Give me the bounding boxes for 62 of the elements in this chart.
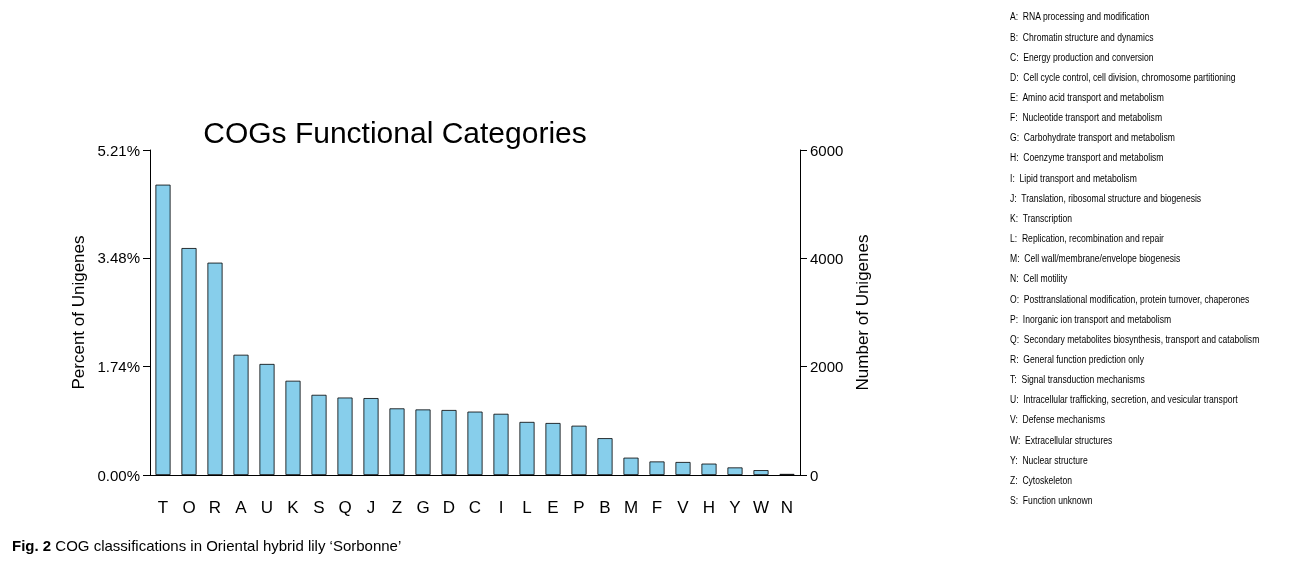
x-tick-label: E [547, 498, 559, 517]
y2-tick-label: 0 [810, 466, 819, 484]
text: L: Replication, recombination and repair [1010, 232, 1165, 245]
x-tick-label: C [468, 498, 482, 517]
x-tick-label: G [416, 498, 430, 517]
text: V: Defense mechanisms [1010, 413, 1106, 426]
text: W: Extracellular structures [1010, 433, 1113, 446]
text: Q: Secondary metabolites biosynthesis, transport and catabolism [1010, 332, 1260, 346]
text: D: Cell cycle control, cell division, chromosome partitioning [1010, 70, 1236, 84]
text: T: Signal transduction mechanisms [1010, 373, 1145, 386]
x-tick-label: D [442, 498, 456, 517]
x-tick-label: O [182, 498, 196, 517]
x-tick-label: R [208, 498, 222, 517]
x-tick-label: P [573, 498, 585, 517]
x-tick-label: Q [338, 498, 352, 517]
y2-tick-label: 6000 [810, 141, 844, 159]
text: G: Carbohydrate transport and metabolism [1010, 131, 1175, 144]
text: E: Amino acid transport and metabolism [1010, 90, 1164, 104]
chart-title: COGs Functional Categories [203, 115, 587, 149]
x-tick-label: W [752, 498, 770, 517]
y-axis-title: Percent of Unigenes [68, 235, 88, 390]
text: N: Cell motility [1010, 272, 1068, 285]
x-tick-label: B [599, 498, 611, 517]
x-tick-label: U [260, 498, 274, 517]
text: H: Coenzyme transport and metabolism [1010, 151, 1164, 164]
text: B: Chromatin structure and dynamics [1010, 30, 1154, 43]
x-tick-label: Z [391, 498, 403, 517]
x-tick-label: V [677, 498, 690, 517]
text: I: Lipid transport and metabolism [1010, 171, 1137, 184]
y-tick-label: 3.48% [97, 249, 140, 267]
y2-tick-label: 2000 [810, 358, 844, 376]
x-tick-label: M [623, 498, 639, 517]
text: C: Energy production and conversion [1010, 50, 1154, 63]
x-tick-label: T [157, 498, 169, 517]
x-tick-label: S [313, 498, 325, 517]
y-tick-label: 1.74% [97, 357, 140, 375]
x-tick-label: A [235, 498, 248, 517]
y2-tick-label: 4000 [810, 249, 844, 267]
x-tick-label: K [287, 498, 300, 517]
text: O: Posttranslational modification, protein turnover, chaperones [1010, 292, 1250, 305]
x-tick-label: I [498, 498, 504, 517]
text: R: General function prediction only [1010, 352, 1145, 366]
text: M: Cell wall/membrane/envelope biogenesis [1010, 252, 1181, 265]
text: P: Inorganic ion transport and metabolism [1010, 312, 1172, 325]
y2-axis-title: Number of Unigenes [853, 234, 873, 391]
y-tick-label: 5.21% [97, 141, 140, 159]
text: A: RNA processing and modification [1010, 10, 1150, 23]
x-tick-label: Y [729, 498, 741, 517]
x-tick-label: H [702, 498, 716, 517]
text: J: Translation, ribosomal structure and biogenesis [1010, 191, 1202, 204]
text: S: Function unknown [1010, 493, 1093, 507]
text: U: Intracellular trafficking, secretion, and vesicular transport [1010, 393, 1238, 406]
text: F: Nucleotide transport and metabolism [1010, 111, 1163, 124]
text: Y: Nuclear structure [1010, 453, 1089, 466]
x-tick-label: N [780, 498, 794, 517]
text: K: Transcription [1010, 211, 1072, 225]
x-tick-label: J [366, 498, 376, 517]
x-tick-label: F [651, 498, 663, 517]
x-tick-label: L [522, 498, 532, 517]
text: Z: Cytoskeleton [1010, 473, 1072, 487]
caption: Fig. 2 COG classifications in Oriental hybrid lily ‘Sorbonne’ [12, 537, 402, 554]
y-tick-label: 0.00% [97, 466, 140, 484]
